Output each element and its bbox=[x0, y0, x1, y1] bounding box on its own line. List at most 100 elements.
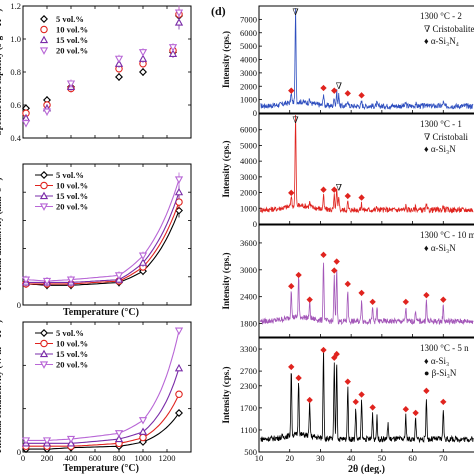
series-line bbox=[26, 192, 180, 283]
x-tick-label: 1000 bbox=[135, 453, 152, 463]
y-tick-label: 0 bbox=[17, 447, 21, 457]
panel-title: 1300 °C - 2 bbox=[420, 11, 462, 21]
legend-label: 20 vol.% bbox=[56, 46, 88, 56]
alpha-si3n4-marker bbox=[320, 346, 327, 354]
alpha-si3n4-marker bbox=[440, 296, 447, 303]
alpha-si3n4-marker bbox=[320, 186, 327, 193]
data-point bbox=[66, 80, 76, 88]
legend-marker bbox=[39, 191, 49, 200]
legend-marker bbox=[40, 329, 48, 337]
series-line bbox=[26, 412, 180, 450]
alpha-si3n4-marker bbox=[358, 391, 365, 398]
alpha-si3n4-marker bbox=[369, 298, 376, 306]
alpha-si3n4-marker bbox=[344, 378, 351, 385]
legend-label: 20 vol.% bbox=[56, 202, 88, 212]
legend-marker bbox=[40, 339, 48, 348]
panel-legend: ∇ Cristobalite bbox=[424, 24, 474, 34]
cristobalite-marker: ∇ bbox=[336, 183, 342, 193]
series-line bbox=[26, 330, 180, 441]
panel-legend: ● β-Si₃N bbox=[424, 368, 457, 378]
x-axis-label: Temperature (°C) bbox=[63, 463, 139, 474]
y-axis-label: Specific heat capacity (J g⁻¹ K⁻¹) bbox=[0, 9, 3, 136]
plot-frame bbox=[22, 321, 192, 453]
y-tick-label: 3000 bbox=[240, 172, 257, 182]
y-tick-label: 0 bbox=[17, 300, 21, 310]
legend-label: 5 vol.% bbox=[56, 14, 84, 24]
x-tick-label: 0 bbox=[21, 453, 25, 463]
y-tick-label: 2000 bbox=[240, 188, 257, 198]
plot-frame bbox=[258, 5, 474, 114]
alpha-si3n4-marker bbox=[333, 258, 340, 265]
series-line bbox=[26, 201, 180, 285]
panel-legend: ♦ α-Si₃N bbox=[424, 243, 456, 253]
data-point bbox=[138, 258, 148, 266]
x-tick-label: 800 bbox=[113, 453, 126, 463]
legend-marker bbox=[39, 203, 49, 211]
data-point bbox=[138, 252, 148, 260]
panel-title: 1300 °C - 10 m bbox=[420, 230, 474, 240]
data-point bbox=[21, 276, 31, 284]
data-point bbox=[174, 363, 184, 372]
y-tick-label: 7000 bbox=[240, 14, 257, 24]
xrd-pattern bbox=[260, 348, 474, 444]
plot-frame bbox=[22, 5, 192, 139]
x-tick-label: 200 bbox=[41, 453, 54, 463]
y-tick-label: 2700 bbox=[240, 366, 257, 376]
y-axis-label: Intensity (cps.) bbox=[221, 140, 231, 197]
data-point bbox=[114, 55, 124, 64]
y-tick-label: 500 bbox=[244, 447, 257, 457]
alpha-si3n4-marker bbox=[295, 271, 302, 279]
alpha-si3n4-marker bbox=[306, 396, 313, 404]
legend-marker bbox=[39, 349, 49, 358]
x-tick-label: 40 bbox=[347, 453, 356, 463]
alpha-si3n4-marker bbox=[288, 87, 295, 94]
y-tick-label: 0.8 bbox=[10, 67, 21, 77]
data-point bbox=[168, 44, 178, 52]
alpha-si3n4-marker bbox=[423, 387, 430, 395]
alpha-si3n4-marker bbox=[344, 192, 351, 200]
y-tick-label: 1000 bbox=[240, 95, 257, 105]
chart-thermal-conductivity: 0 200 400 600 800 1000 1200 0 Thermal conductivi… bbox=[0, 320, 192, 474]
data-point bbox=[175, 390, 183, 398]
data-point bbox=[174, 187, 184, 196]
legend-marker bbox=[40, 15, 48, 23]
y-tick-label: 0.6 bbox=[10, 100, 21, 110]
legend-label: 5 vol.% bbox=[56, 328, 84, 338]
plot-frame bbox=[22, 163, 192, 306]
alpha-si3n4-marker bbox=[331, 87, 338, 94]
y-tick-label: 5000 bbox=[240, 140, 257, 150]
data-point bbox=[175, 206, 183, 215]
data-point bbox=[42, 108, 52, 116]
legend-marker bbox=[40, 171, 48, 179]
alpha-si3n4-marker bbox=[358, 92, 365, 99]
alpha-si3n4-marker bbox=[320, 84, 327, 92]
xrd-panel-4: 500 1100 1700 2300 2700 3300 Intensity (cps.) 1… bbox=[221, 337, 474, 457]
panel-title: 1300 °C - 1 bbox=[420, 119, 462, 129]
x-tick-label: 1200 bbox=[159, 453, 176, 463]
panel-legend: ♦ α-Si₃ bbox=[424, 356, 449, 366]
y-tick-label: 1700 bbox=[240, 403, 257, 413]
y-tick-label: 1800 bbox=[240, 319, 257, 329]
series-line bbox=[26, 393, 180, 447]
data-point bbox=[114, 59, 124, 67]
alpha-si3n4-marker bbox=[423, 291, 430, 299]
y-axis-label: Thermal diffusivity (mm² s⁻¹) bbox=[0, 178, 3, 292]
y-tick-label: 1100 bbox=[240, 425, 257, 435]
y-tick-label: 2400 bbox=[240, 292, 257, 302]
data-point bbox=[66, 435, 76, 444]
panel-legend: ∇ Cristobali bbox=[424, 132, 469, 142]
data-point bbox=[21, 120, 31, 128]
xrd-panel-1: 0 1000 2000 3000 4000 5000 6000 7000 Intensity (… bbox=[221, 5, 474, 118]
data-point bbox=[115, 72, 123, 81]
data-point bbox=[138, 49, 148, 57]
alpha-si3n4-marker bbox=[288, 189, 295, 197]
legend-marker bbox=[39, 47, 49, 55]
data-point bbox=[168, 49, 178, 57]
y-axis-label: Intensity (cps.) bbox=[221, 252, 231, 309]
data-point bbox=[114, 272, 124, 280]
legend-label: 15 vol.% bbox=[56, 35, 88, 45]
alpha-si3n4-marker bbox=[412, 409, 419, 417]
alpha-si3n4-marker bbox=[352, 398, 359, 406]
data-point bbox=[174, 18, 184, 26]
